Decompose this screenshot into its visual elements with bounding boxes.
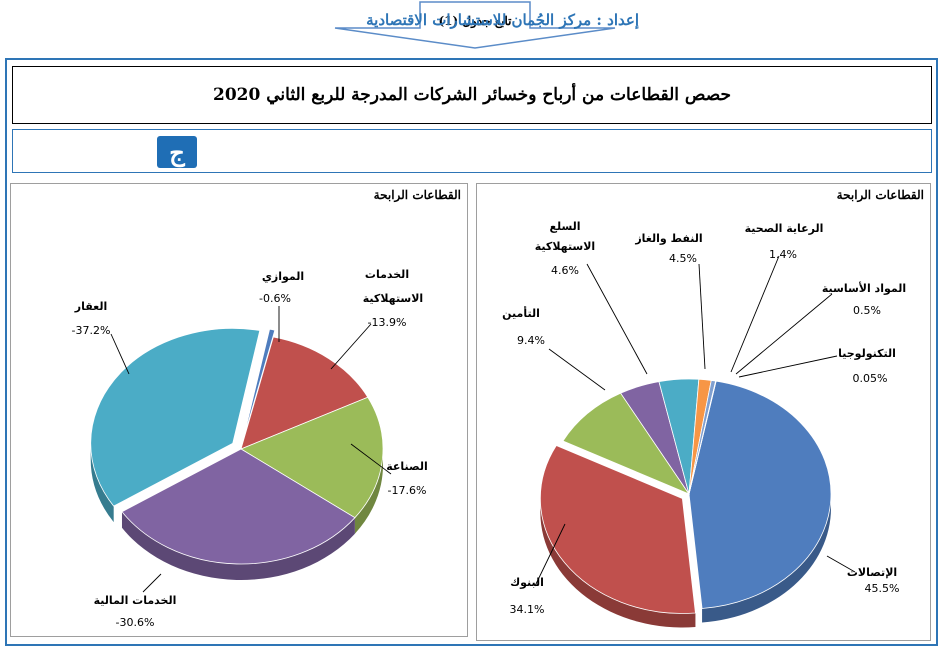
- leader-line: [548, 348, 606, 391]
- leader-line: [330, 323, 372, 370]
- pie-slice-side: [354, 449, 383, 534]
- slice-value-label: -13.9%: [368, 316, 407, 329]
- slice-name-label: الاستهلاكية: [535, 240, 595, 253]
- slice-value-label: 9.4%: [517, 334, 545, 347]
- slice-name-label: الاستهلاكية: [363, 292, 423, 305]
- pie-slice-side: [540, 498, 696, 628]
- slice-value-label: 1.4%: [769, 248, 797, 261]
- chart-title-left: القطاعات الرابحة: [373, 188, 461, 202]
- pie-slice: [240, 336, 369, 450]
- slice-name-label: الرعاية الصحية: [745, 222, 824, 235]
- continuation-label: تابع جدول (1): [438, 14, 512, 28]
- leader-line: [698, 263, 706, 370]
- slice-value-label: -0.6%: [259, 292, 291, 305]
- leader-line: [142, 573, 162, 593]
- pie-slice: [240, 396, 384, 519]
- leader-line: [730, 255, 780, 373]
- slice-name-label: البنوك: [510, 576, 544, 589]
- leader-line: [586, 263, 648, 375]
- slice-value-label: 0.5%: [853, 304, 881, 317]
- leader-line: [738, 355, 838, 378]
- leader-line: [534, 523, 566, 587]
- slice-name-label: التكنولوجيا: [838, 347, 896, 360]
- continuation-arrow-shape: [334, 1, 616, 49]
- slice-name-label: الإتصالات: [847, 566, 897, 579]
- slice-value-label: -37.2%: [72, 324, 111, 337]
- slice-name-label: الصناعة: [386, 460, 428, 473]
- pie-slice: [539, 445, 696, 614]
- slice-value-label: 45.5%: [865, 582, 900, 595]
- slice-value-label: 0.05%: [853, 372, 888, 385]
- slice-name-label: الموازي: [262, 270, 304, 283]
- outer-frame: [5, 58, 938, 646]
- leader-line: [735, 293, 833, 375]
- leader-line: [826, 555, 856, 573]
- slice-name-label: الخدمات: [365, 268, 409, 281]
- prepared-by-box: [12, 129, 932, 173]
- prepared-by-label: إعداد : مركز الجُمان للاستشارات الاقتصاد…: [366, 11, 639, 29]
- slice-name-label: السلع: [549, 220, 580, 233]
- leader-line: [350, 443, 392, 475]
- pie-slice-side: [702, 494, 831, 623]
- slice-value-label: 4.6%: [551, 264, 579, 277]
- pie-slice: [121, 448, 356, 565]
- pie-slice-side: [121, 511, 355, 580]
- slice-value-label: 34.1%: [510, 603, 545, 616]
- page-title: حصص القطاعات من أرباح وخسائر الشركات الم…: [213, 85, 731, 105]
- slice-name-label: التأمين: [502, 306, 540, 320]
- chart-panel-left: القطاعات الرابحة الموازي -0.6% الخدمات الاس…: [10, 183, 468, 637]
- slice-name-label: الخدمات المالية: [94, 594, 177, 607]
- pie-slice: [90, 328, 261, 507]
- chart-title-right: القطاعات الرابحة: [836, 188, 924, 202]
- leader-line: [110, 333, 130, 375]
- aljoman-logo-icon: ج: [157, 136, 197, 168]
- slice-name-label: العقار: [74, 300, 108, 313]
- pie-chart-right: الإتصالات 45.5% البنوك 34.1% التأمين 9.4% السل…: [502, 220, 906, 628]
- title-box: حصص القطاعات من أرباح وخسائر الشركات الم…: [12, 66, 932, 124]
- pie-slice-side: [90, 443, 114, 523]
- pie-chart-left: الموازي -0.6% الخدمات الاستهلاكية -13.9% الصن…: [72, 268, 428, 629]
- slice-name-label: النفط والغاز: [634, 232, 702, 245]
- logo-glyph: ج: [169, 137, 185, 167]
- slice-value-label: 4.5%: [669, 252, 697, 265]
- slice-value-label: -30.6%: [116, 616, 155, 629]
- pie-slice: [242, 328, 276, 443]
- slice-name-label: المواد الأساسية: [822, 281, 906, 295]
- slice-value-label: -17.6%: [388, 484, 427, 497]
- pie-slice: [688, 380, 717, 495]
- pie-slice: [688, 380, 832, 609]
- chart-panel-right: القطاعات الرابحة الإتصالات 45.5% البنوك 34.…: [476, 183, 931, 641]
- pie-slice: [562, 392, 691, 495]
